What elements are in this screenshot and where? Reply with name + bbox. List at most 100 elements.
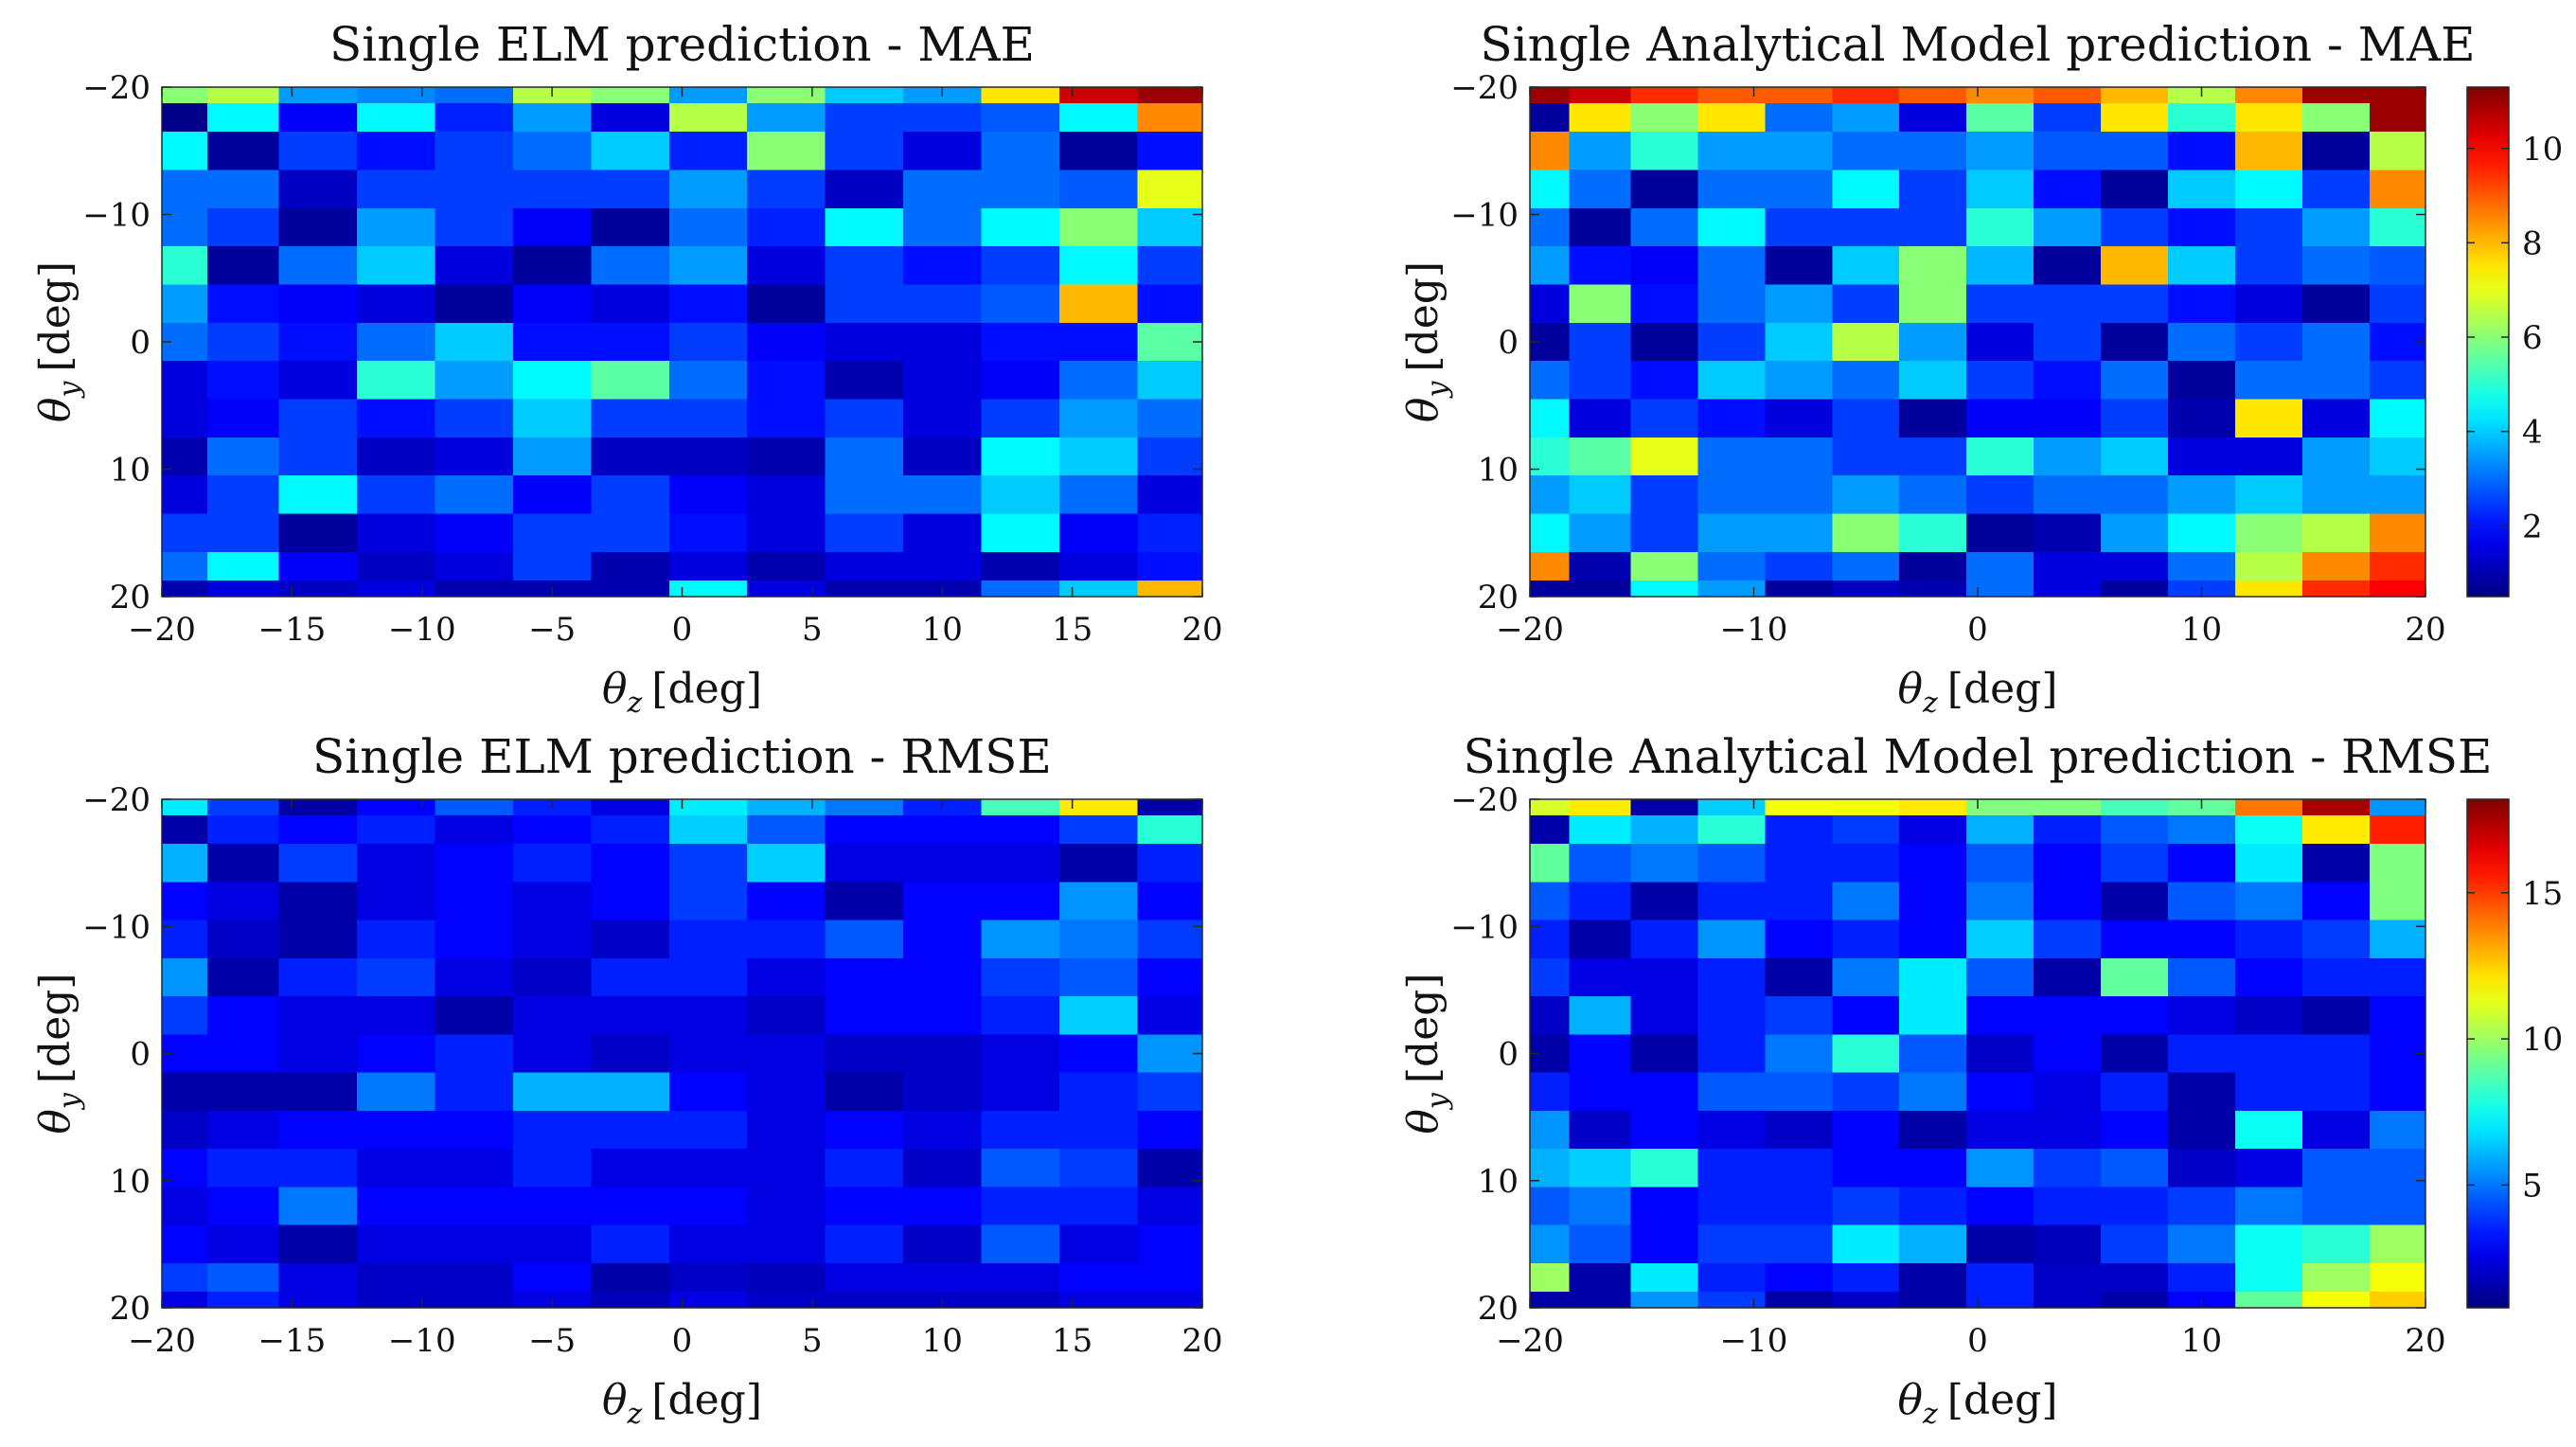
- heatmap-cell: [357, 551, 436, 581]
- heatmap-cell: [1697, 170, 1766, 209]
- heatmap-cell: [1137, 1292, 1203, 1309]
- heatmap-cell: [435, 102, 514, 133]
- y-tick-label: 0: [1498, 324, 1519, 362]
- heatmap-cell: [2234, 437, 2303, 476]
- heatmap-cell: [1832, 581, 1900, 598]
- y-axis-label: θy[deg]: [1399, 973, 1454, 1134]
- heatmap-cell: [747, 87, 826, 104]
- heatmap-cell: [981, 437, 1060, 476]
- heatmap-cell: [1966, 1149, 2034, 1188]
- heatmap-cell: [668, 437, 748, 476]
- x-tick-label: −10: [1720, 611, 1788, 649]
- heatmap-cell: [162, 814, 208, 845]
- heatmap-cell: [435, 957, 514, 997]
- heatmap-cell: [747, 1224, 826, 1264]
- heatmap-cell: [1569, 957, 1632, 997]
- heatmap-cell: [2168, 1263, 2236, 1293]
- heatmap-cell: [1832, 1149, 1900, 1188]
- heatmap-cell: [747, 399, 826, 438]
- heatmap-cell: [2034, 284, 2102, 324]
- heatmap-cell: [512, 1224, 592, 1264]
- heatmap-cell: [747, 581, 826, 598]
- heatmap-cell: [2168, 246, 2236, 286]
- heatmap-cell: [1137, 1187, 1203, 1226]
- x-tick-label: −20: [1496, 611, 1564, 649]
- heatmap-cell: [2034, 170, 2102, 209]
- heatmap-cell: [668, 1072, 748, 1112]
- heatmap-cell: [747, 361, 826, 401]
- heatmap-cell: [1137, 322, 1203, 362]
- heatmap-cell: [668, 1034, 748, 1074]
- heatmap-cell: [981, 1224, 1060, 1264]
- heatmap-cell: [747, 513, 826, 553]
- heatmap-cell: [2034, 87, 2102, 104]
- heatmap-cell: [2034, 102, 2102, 133]
- heatmap-cell: [1697, 799, 1766, 816]
- heatmap-cell: [512, 437, 592, 476]
- x-tick-label: 20: [1181, 611, 1222, 649]
- heatmap-cell: [981, 170, 1060, 209]
- heatmap-cell: [1832, 1187, 1900, 1226]
- heatmap-cell: [2034, 475, 2102, 515]
- heatmap-cell: [2101, 437, 2169, 476]
- heatmap-cell: [591, 1263, 670, 1293]
- x-axis-label: θz [deg]: [602, 1376, 762, 1431]
- heatmap-cell: [1630, 284, 1698, 324]
- heatmap-cell: [1832, 551, 1900, 581]
- heatmap-cell: [2301, 361, 2371, 401]
- heatmap-cell: [747, 1263, 826, 1293]
- heatmap-cell: [1966, 957, 2034, 997]
- heatmap-cell: [825, 1224, 904, 1264]
- heatmap-cell: [981, 581, 1060, 598]
- heatmap-cell: [1569, 799, 1632, 816]
- heatmap-cell: [1832, 437, 1900, 476]
- heatmap-cell: [2168, 957, 2236, 997]
- heatmap-cell: [2369, 513, 2426, 553]
- heatmap-cell: [2101, 246, 2169, 286]
- heatmap-cell: [825, 87, 904, 104]
- heatmap-cell: [435, 207, 514, 247]
- heatmap-cell: [435, 399, 514, 438]
- heatmap-cell: [1765, 1110, 1833, 1150]
- heatmap-cell: [2369, 882, 2426, 921]
- heatmap-cell: [1569, 437, 1632, 476]
- chart-title: Single Analytical Model prediction - MAE: [1480, 17, 2475, 72]
- heatmap-cell: [1832, 207, 1900, 247]
- heatmap-cell: [1530, 581, 1570, 598]
- heatmap-cell: [981, 246, 1060, 286]
- heatmap-cell: [1530, 399, 1570, 438]
- heatmap-cell: [207, 322, 280, 362]
- heatmap-cell: [591, 581, 670, 598]
- heatmap-cell: [1569, 1187, 1632, 1226]
- heatmap-cell: [2168, 920, 2236, 959]
- heatmap-cell: [2301, 814, 2371, 845]
- heatmap-cells: [162, 87, 1203, 598]
- heatmap-cell: [1137, 581, 1203, 598]
- heatmap-cell: [1697, 1149, 1766, 1188]
- heatmap-cell: [825, 1034, 904, 1074]
- heatmap-cell: [1058, 957, 1138, 997]
- heatmap-cell: [825, 399, 904, 438]
- heatmap-cell: [435, 1187, 514, 1226]
- heatmap-cell: [1630, 1149, 1698, 1188]
- heatmap-cell: [1058, 920, 1138, 959]
- heatmap-cell: [2034, 513, 2102, 553]
- heatmap-cell: [591, 102, 670, 133]
- heatmap-cell: [668, 551, 748, 581]
- heatmap-cell: [512, 284, 592, 324]
- heatmap-cell: [1899, 1224, 1967, 1264]
- heatmap-cell: [2168, 132, 2236, 171]
- heatmap-cell: [207, 843, 280, 883]
- heatmap-cell: [1530, 513, 1570, 553]
- heatmap-cell: [825, 361, 904, 401]
- heatmap-cell: [512, 170, 592, 209]
- heatmap-cell: [1832, 475, 1900, 515]
- heatmap-cell: [2301, 1034, 2371, 1074]
- heatmap-cell: [1765, 284, 1833, 324]
- heatmap-cell: [2301, 513, 2371, 553]
- heatmap-cell: [825, 814, 904, 845]
- y-tick-label: −10: [1450, 197, 1519, 235]
- heatmap-cell: [162, 551, 208, 581]
